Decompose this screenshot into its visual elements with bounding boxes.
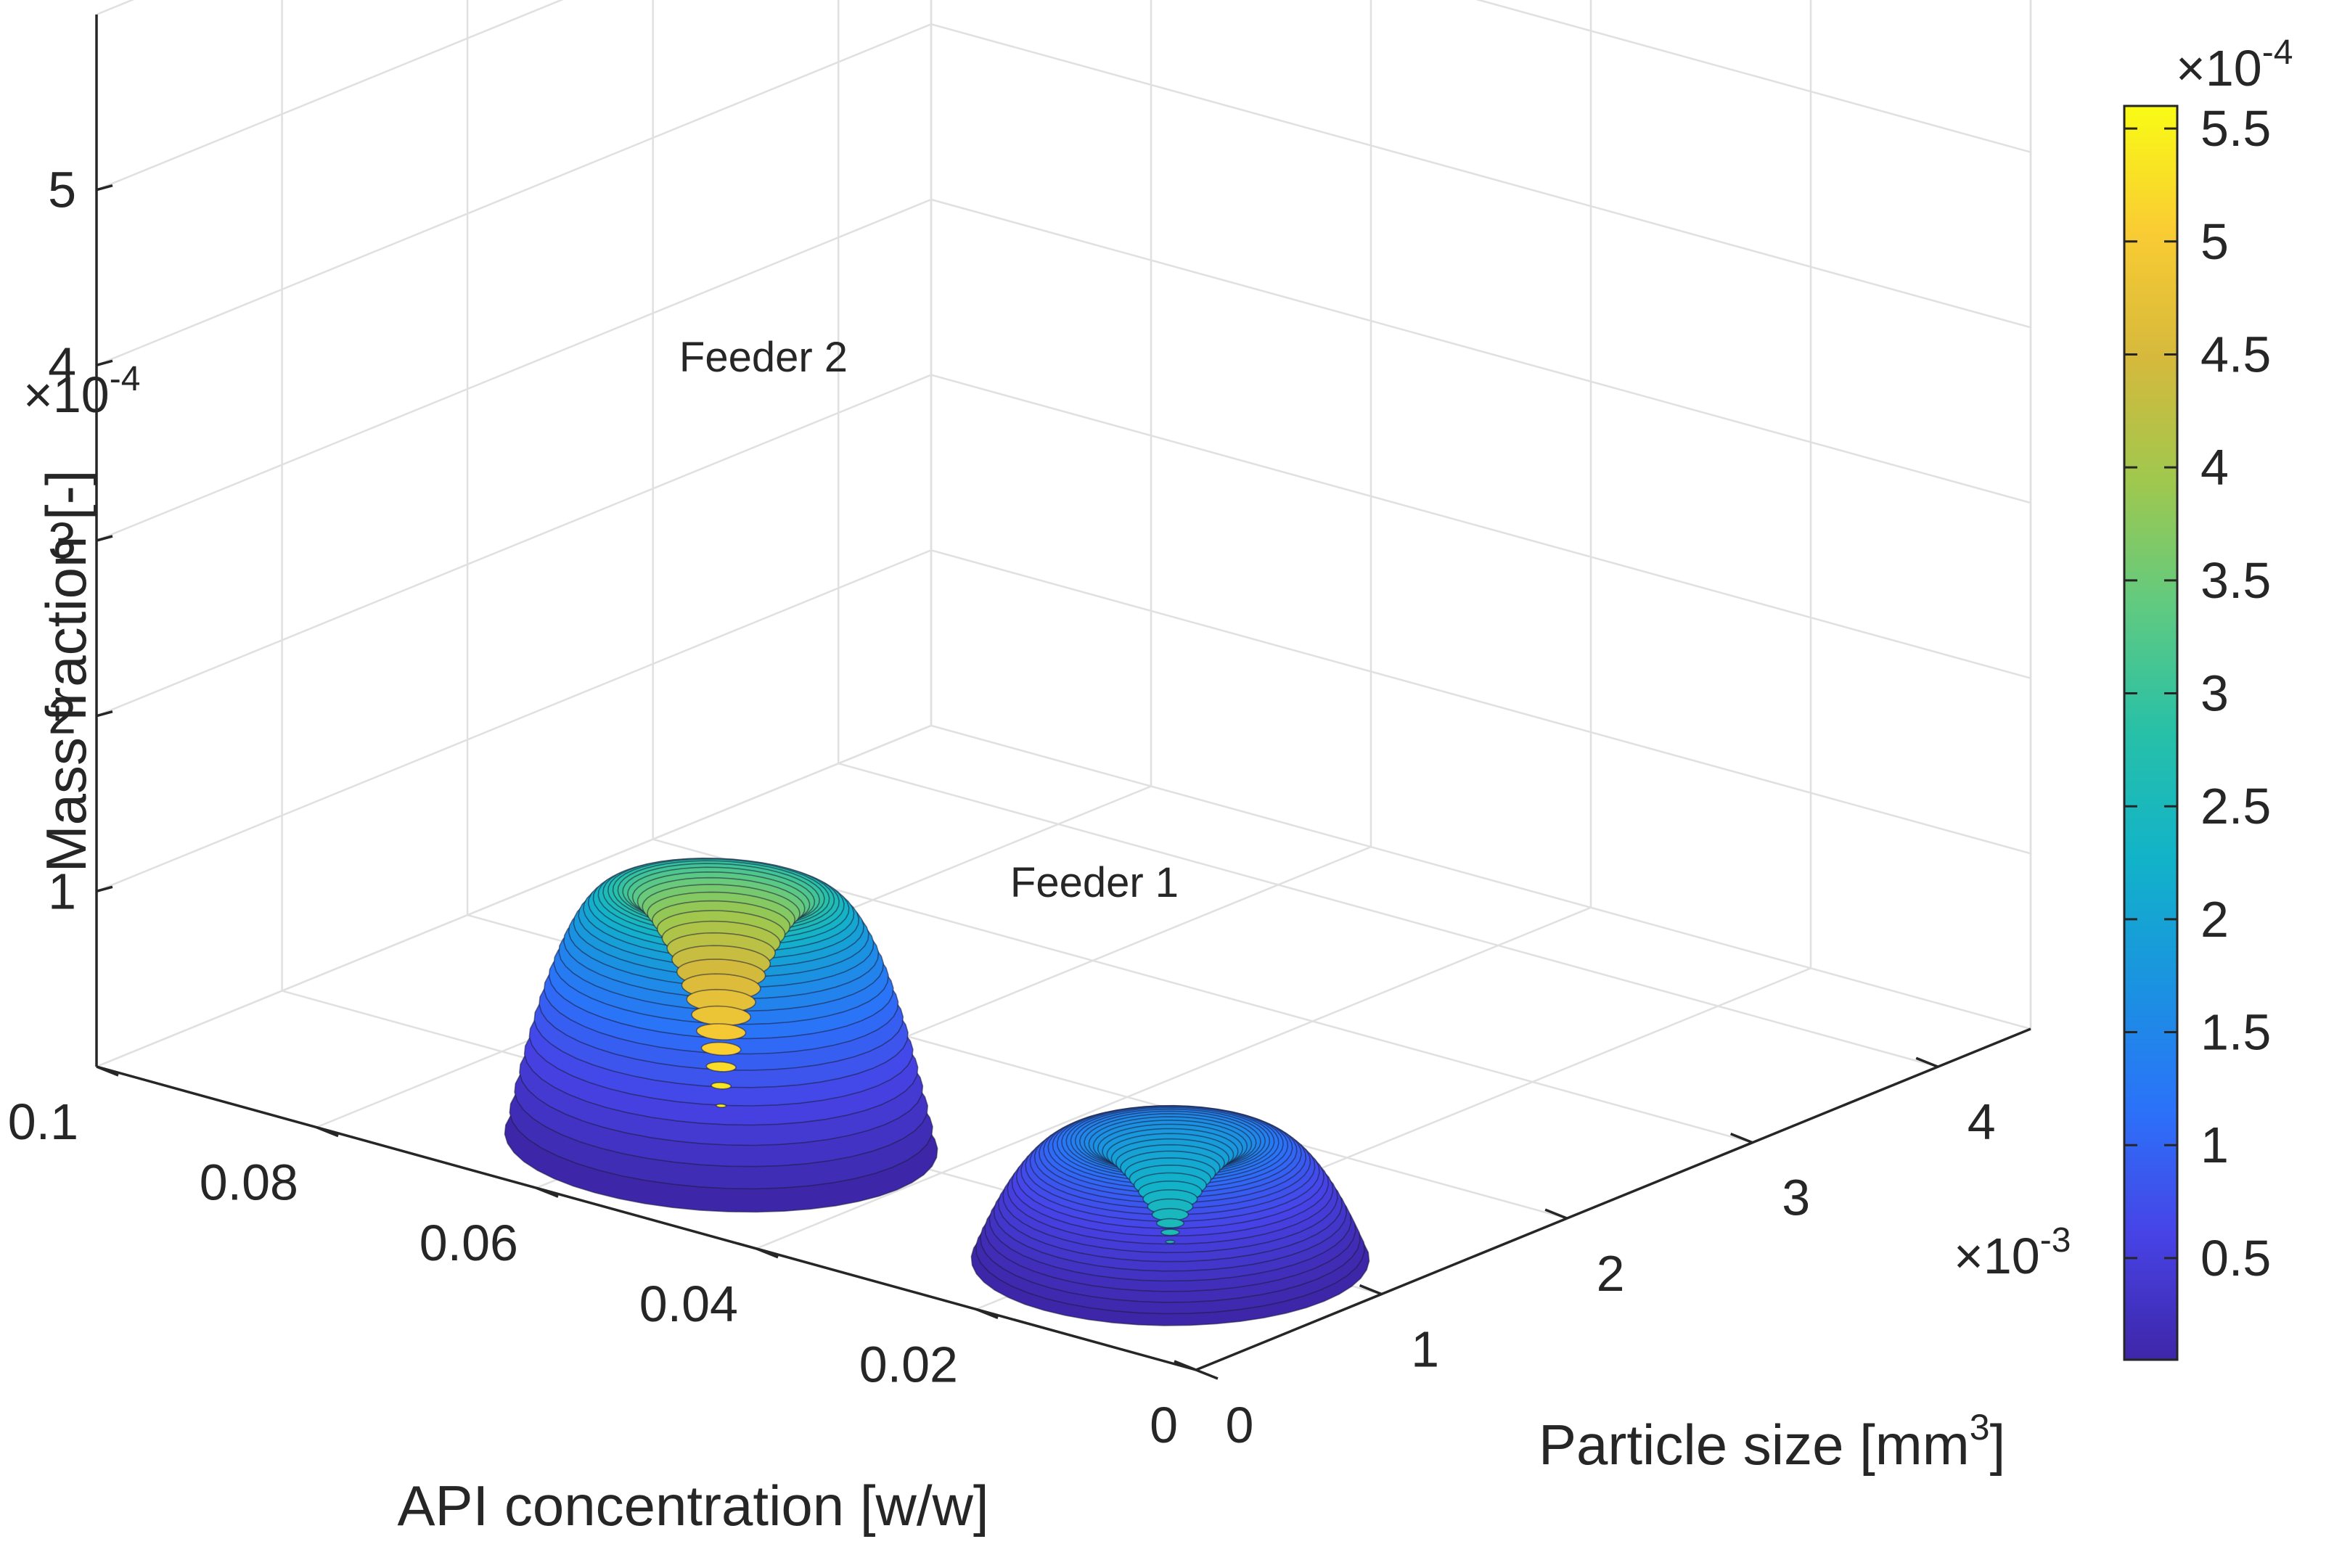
z-tick-label-4: 5: [48, 162, 76, 218]
surface-ring-1-40: [700, 1041, 742, 1056]
colorbar-tick-label-6: 3.5: [2200, 552, 2271, 609]
x-tick-mark-3: [536, 1186, 559, 1198]
y-tick-label-1: 1: [1411, 1321, 1439, 1378]
z-gridline-1: [96, 374, 2031, 717]
x-tick-label-4: 0.08: [200, 1154, 298, 1211]
surface-ring-0-42: [1160, 1228, 1180, 1236]
surface-ring-1-38: [691, 1005, 752, 1026]
y-tick-label-4: 4: [1968, 1093, 1996, 1150]
surface-ring-0-41: [1155, 1218, 1184, 1228]
x-tick-mark-0: [1195, 1368, 1219, 1380]
x-tick-label-2: 0.04: [639, 1276, 738, 1332]
colorbar-tick-label-3: 2: [2200, 891, 2229, 948]
colorbar-tick-label-4: 2.5: [2200, 778, 2271, 834]
grid: [95, 0, 2032, 1371]
y-axis-line: [1195, 1027, 2031, 1371]
x-axis-label: API concentration [w/w]: [397, 1474, 988, 1538]
z-gridline-6: [96, 0, 135, 16]
x-tick-label-1: 0.02: [859, 1336, 958, 1392]
z-scale-exponent: ×10-4: [23, 360, 140, 423]
z-gridline-2: [96, 198, 2031, 542]
z-tick-mark-1: [96, 710, 113, 718]
colorbar-tick-label-0: 0.5: [2200, 1230, 2271, 1286]
z-tick-mark-4: [96, 184, 113, 192]
z-tick-mark-3: [96, 359, 113, 367]
y-tick-label-2: 2: [1597, 1245, 1625, 1302]
z-tick-mark-0: [96, 885, 113, 893]
y-tick-mark-3: [1730, 1133, 1753, 1144]
surface-ring-0-40: [1151, 1207, 1190, 1222]
x-tick-mark-5: [96, 1065, 119, 1077]
y-gridline-4: [837, 0, 1938, 1068]
x-tick-mark-4: [316, 1125, 339, 1138]
colorbar-tick-label-9: 5: [2200, 213, 2229, 270]
y-tick-mark-2: [1544, 1208, 1568, 1220]
x-tick-mark-2: [756, 1247, 779, 1259]
x-gridline-0: [1195, 0, 2032, 1371]
y-tick-label-3: 3: [1782, 1170, 1810, 1226]
x-tick-label-0: 0: [1150, 1397, 1178, 1453]
surface-ring-1-39: [695, 1023, 747, 1040]
z-gridline-4: [96, 0, 2031, 191]
surface-ring-1-37: [686, 988, 756, 1013]
colorbar-tick-label-1: 1: [2200, 1117, 2229, 1173]
axes: 0 0.02 0.04 0.06 0.08 0.1 0 1 2 3 4 1 2 3 4 5: [8, 15, 2031, 1453]
x-tick-label-3: 0.06: [419, 1215, 518, 1271]
surface-ring-0-43: [1165, 1239, 1176, 1244]
z-gridline-3: [96, 22, 2031, 366]
z-tick-label-2: 3: [48, 512, 76, 569]
surface-feeder-2: [504, 857, 938, 1213]
y-scale-exponent: ×10-3: [1954, 1221, 2071, 1284]
annotation-feeder-1: Feeder 1: [1010, 859, 1179, 906]
y-tick-mark-1: [1359, 1284, 1383, 1296]
surfaces: [504, 857, 1370, 1326]
colorbar-gradient: [2123, 104, 2179, 1361]
colorbar-tick-label-5: 3: [2200, 665, 2229, 722]
colorbar-tick-label-8: 4.5: [2200, 326, 2271, 382]
z-tick-label-3: 4: [48, 337, 76, 393]
surface-feeder-1: [970, 1104, 1370, 1326]
surface-ring-1-42: [711, 1082, 732, 1090]
colorbar-tick-label-7: 4: [2200, 439, 2229, 496]
y-tick-label-0: 0: [1226, 1397, 1254, 1453]
z-gridline-0: [96, 549, 2031, 892]
z-tick-label-0: 1: [48, 863, 76, 919]
z-axis-label: Mass fraction [-]: [34, 470, 98, 873]
x-tick-mark-1: [975, 1308, 999, 1320]
z-tick-label-1: 2: [48, 688, 76, 744]
surface-ring-1-41: [705, 1061, 737, 1072]
x-axis-line: [96, 1065, 1197, 1371]
surface-ring-1-43: [716, 1103, 727, 1108]
y-axis-label: Particle size [mm3]: [1539, 1407, 2005, 1477]
z-tick-mark-2: [96, 535, 113, 542]
colorbar: 0.5 1 1.5 2 2.5 3 3.5 4 4.5 5 5.5: [2123, 100, 2271, 1361]
colorbar-scale-exponent: ×10-4: [2176, 33, 2293, 97]
colorbar-tick-label-10: 5.5: [2200, 100, 2271, 157]
y-tick-mark-4: [1915, 1056, 1938, 1068]
colorbar-tick-label-2: 1.5: [2200, 1004, 2271, 1061]
y-tick-mark-0: [1174, 1360, 1197, 1371]
annotation-feeder-2: Feeder 2: [679, 334, 848, 381]
x-tick-label-5: 0.1: [8, 1093, 78, 1150]
